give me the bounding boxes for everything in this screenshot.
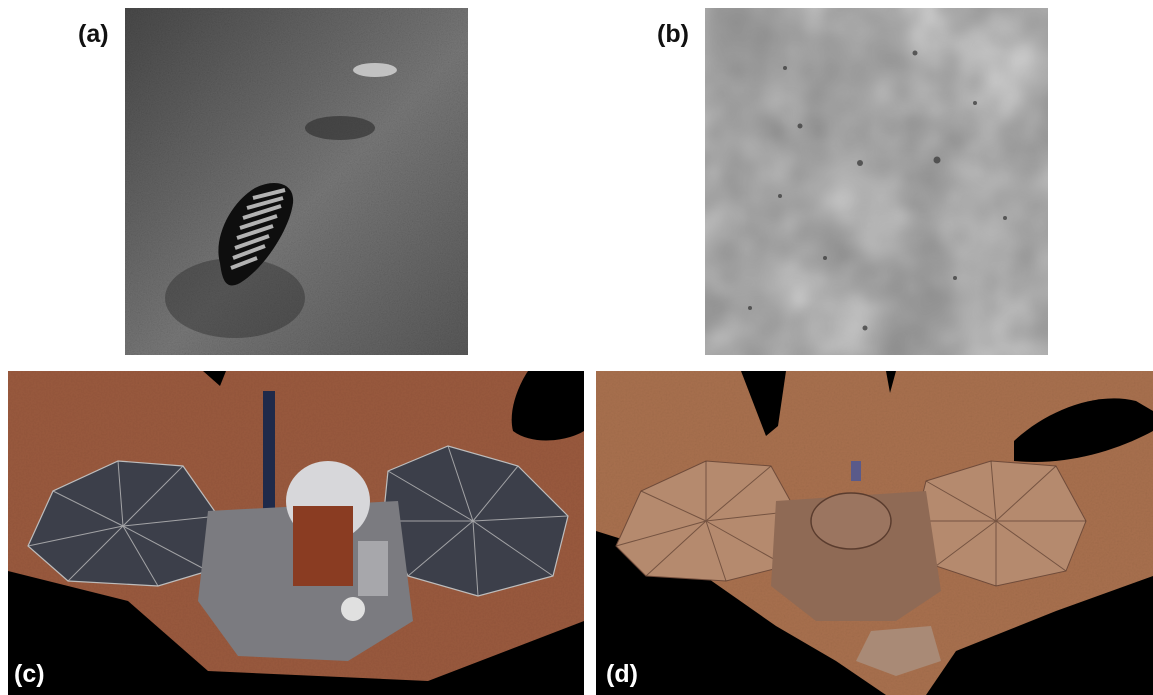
lander-dusty-image	[596, 371, 1153, 695]
dusty-right-solar-panel	[915, 460, 1087, 587]
panel-d-lander-dusty	[596, 371, 1153, 695]
panel-a-footprint-photo	[125, 8, 468, 355]
panel-label-b: (b)	[657, 20, 689, 48]
footprint-shape	[218, 183, 294, 286]
crater-marks	[748, 50, 1007, 331]
panel-label-a: (a)	[78, 20, 109, 48]
lander-body	[198, 391, 413, 661]
panel-label-d: (d)	[606, 660, 638, 688]
crater-surface-image	[705, 8, 1048, 355]
panel-c-lander-clean	[8, 371, 584, 695]
panel-b-crater-surface	[705, 8, 1048, 355]
lander-clean-image	[8, 371, 584, 695]
dusty-lander-body	[771, 461, 941, 676]
panel-label-c: (c)	[14, 660, 45, 688]
footprint-image	[125, 8, 468, 355]
